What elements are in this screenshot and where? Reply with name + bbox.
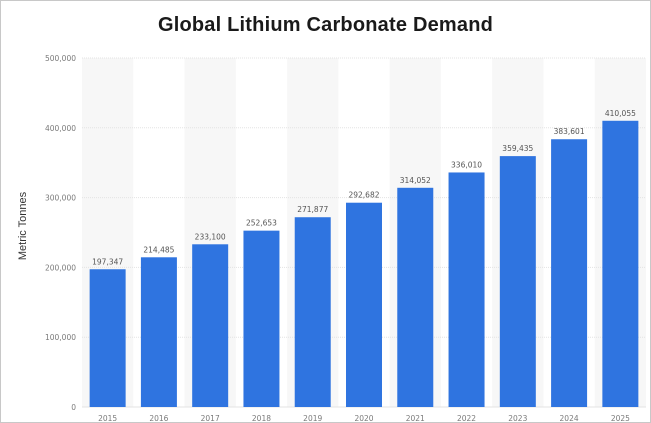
x-tick-label: 2023 [508,414,527,423]
x-tick-label: 2024 [560,414,579,423]
x-tick-label: 2025 [611,414,630,423]
x-tick-label: 2022 [457,414,476,423]
data-label: 252,653 [246,219,277,228]
bar [602,120,639,407]
bar [499,156,536,407]
x-tick-label: 2019 [303,414,322,423]
x-tick-label: 2017 [201,414,220,423]
x-tick-label: 2016 [149,414,168,423]
data-label: 233,100 [195,232,226,241]
x-tick-label: 2015 [98,414,117,423]
x-tick-label: 2018 [252,414,271,423]
bar [192,244,229,407]
y-tick-label: 100,000 [45,333,76,342]
y-axis-title: Metric Tonnes [17,191,29,260]
y-tick-label: 400,000 [45,124,76,133]
y-tick-label: 0 [71,403,76,412]
y-tick-label: 500,000 [45,54,76,63]
chart-title: Global Lithium Carbonate Demand [157,14,494,36]
data-label: 410,055 [605,109,636,118]
bar [243,230,280,407]
bar [448,172,485,407]
data-label: 336,010 [451,160,482,169]
data-label: 292,682 [348,191,379,200]
data-label: 214,485 [143,245,174,254]
bar [346,202,382,407]
bar [551,139,588,407]
bar [140,257,177,407]
x-tick-label: 2020 [354,414,373,423]
data-label: 197,347 [92,257,123,266]
data-label: 359,435 [502,144,533,153]
bar [89,269,126,407]
data-label: 314,052 [400,176,431,185]
x-tick-label: 2021 [406,414,425,423]
bar [397,187,434,407]
y-tick-label: 200,000 [45,263,76,272]
data-label: 383,601 [554,127,585,136]
bar [294,217,331,407]
y-tick-label: 300,000 [45,194,76,203]
data-label: 271,877 [297,205,328,214]
